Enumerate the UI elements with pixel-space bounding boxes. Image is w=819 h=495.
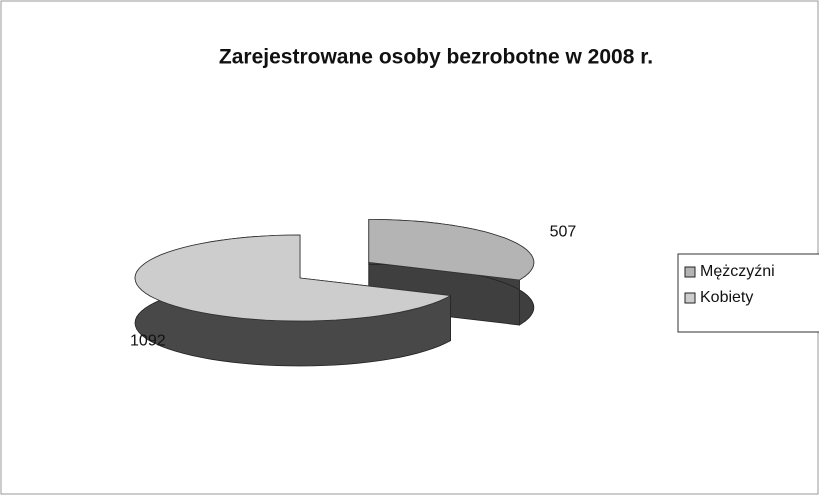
legend-box	[677, 253, 819, 333]
legend-label: Mężczyźni	[700, 263, 775, 280]
data-label: 507	[550, 223, 577, 240]
slice-top	[368, 218, 535, 281]
legend-swatch	[684, 292, 696, 304]
legend-swatch	[684, 266, 696, 278]
chart-title: Zarejestrowane osoby bezrobotne w 2008 r…	[219, 46, 653, 69]
legend-label: Kobiety	[700, 289, 753, 306]
slice-top	[134, 234, 452, 322]
data-label: 1092	[130, 332, 166, 349]
